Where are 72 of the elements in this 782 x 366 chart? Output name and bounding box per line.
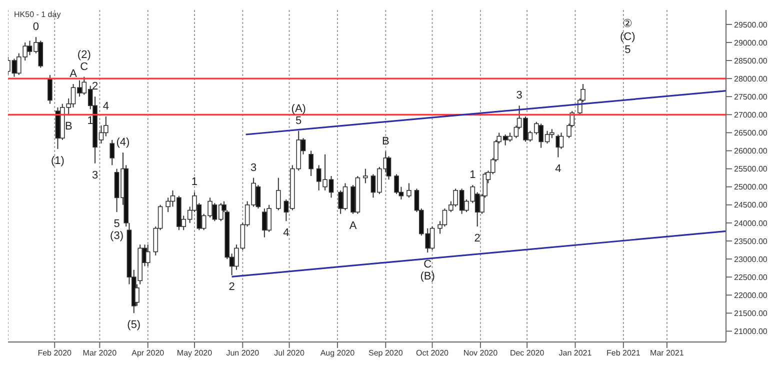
x-tick-label: May 2020: [176, 348, 213, 358]
y-tick-label: 27000.00: [734, 110, 768, 120]
annotation: 5: [296, 114, 302, 127]
annotation: 4: [555, 163, 562, 176]
x-tick-label: Mar 2020: [82, 348, 118, 358]
x-tick-label: Oct 2020: [416, 348, 450, 358]
annotation: 1: [191, 176, 198, 188]
annotation: 3: [516, 90, 522, 102]
annotation: (2): [77, 48, 91, 61]
y-tick-label: 24500.00: [734, 200, 768, 210]
candlestick: [308, 150, 314, 176]
x-tick-label: Jun 2020: [226, 348, 260, 358]
annotation: 4: [283, 227, 290, 240]
y-tick-label: 28000.00: [734, 74, 768, 84]
annotation: 5: [624, 44, 632, 57]
y-tick-label: 22000.00: [734, 290, 768, 300]
annotation: ②: [622, 18, 634, 31]
annotation: 1: [470, 169, 476, 182]
y-tick-label: 29500.00: [734, 20, 768, 30]
x-tick-label: Nov 2020: [463, 348, 498, 358]
annotation: 2: [92, 80, 98, 93]
y-tick-label: 25500.00: [734, 164, 768, 174]
x-tick-label: Mar 2021: [650, 348, 684, 358]
annotation: 0: [32, 21, 40, 34]
annotation: 4: [102, 100, 109, 112]
candlestick: [363, 168, 368, 184]
candlestick: [48, 74, 52, 104]
x-tick-label: Jan 2021: [558, 348, 592, 358]
y-tick-label: 29000.00: [734, 38, 768, 48]
chart-title: HK50 - 1 day: [14, 10, 61, 19]
x-tick-label: Feb 2020: [38, 348, 72, 358]
y-tick-label: 21500.00: [734, 308, 768, 318]
annotation: (C): [620, 31, 636, 44]
x-tick-label: Aug 2020: [320, 348, 356, 358]
y-tick-label: 23000.00: [734, 254, 768, 264]
annotation: (3): [110, 230, 124, 242]
candlestick: [386, 156, 392, 180]
x-tick-label: Dec 2020: [510, 348, 545, 358]
y-tick-label: 27500.00: [734, 92, 768, 102]
annotation: C: [80, 60, 88, 73]
candlestick: [145, 244, 150, 267]
annotation: A: [70, 68, 78, 80]
x-tick-label: Jul 2020: [274, 348, 305, 358]
candlestick: [558, 132, 564, 150]
annotation: 2: [474, 232, 480, 245]
annotation: 3: [250, 162, 257, 174]
y-tick-label: 28500.00: [734, 56, 768, 66]
annotation: (4): [116, 136, 130, 149]
annotation: (1): [51, 154, 64, 167]
candlestick: [110, 139, 115, 166]
annotation: C: [424, 258, 432, 271]
y-tick-label: 26000.00: [734, 146, 768, 156]
candlestick: [276, 177, 281, 211]
candlestick: [406, 182, 412, 198]
annotation: 2: [228, 281, 235, 294]
x-tick-label: Apr 2020: [132, 348, 165, 358]
y-tick-label: 24000.00: [734, 218, 768, 228]
y-tick-label: 25000.00: [734, 182, 768, 192]
y-tick-label: 26500.00: [734, 128, 768, 138]
annotation: (A): [291, 102, 306, 115]
y-tick-label: 22500.00: [734, 272, 768, 282]
annotation: B: [64, 120, 72, 133]
annotation: 3: [92, 169, 98, 182]
annotation: A: [349, 220, 358, 232]
y-tick-label: 21000.00: [734, 327, 768, 336]
annotation: (5): [127, 319, 141, 332]
x-tick-label: Sep 2020: [368, 348, 404, 358]
annotation: B: [382, 135, 390, 148]
y-tick-label: 23500.00: [734, 236, 768, 246]
x-tick-label: Feb 2021: [606, 348, 641, 358]
annotation: 5: [114, 218, 120, 230]
annotation: (B): [420, 270, 435, 283]
